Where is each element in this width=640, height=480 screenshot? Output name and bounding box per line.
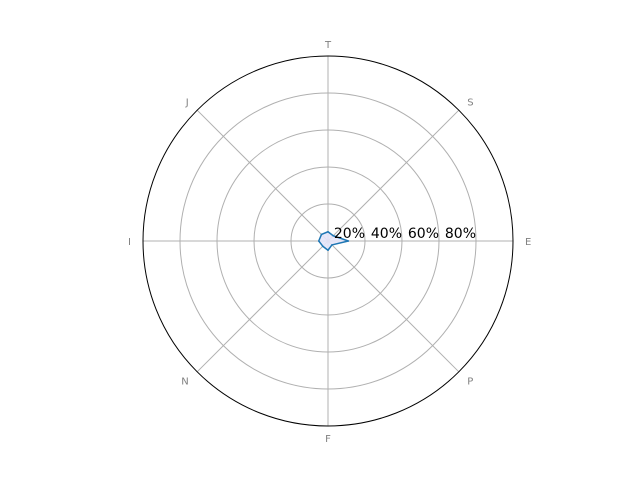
series-layer xyxy=(317,230,350,252)
category-label-N: N xyxy=(181,376,188,387)
data-point-T xyxy=(327,230,329,233)
data-point-S xyxy=(332,234,335,237)
category-label-P: P xyxy=(467,376,473,387)
radial-tick-label-20: 20% xyxy=(334,226,365,242)
category-label-J: J xyxy=(185,98,189,109)
category-label-I: I xyxy=(128,237,131,248)
series-area-0 xyxy=(318,231,349,251)
radial-tick-labels: 20% 40% 60% 80% xyxy=(334,226,476,242)
data-point-P xyxy=(331,244,333,246)
radial-tick-label-80: 80% xyxy=(445,226,476,242)
radial-tick-label-40: 40% xyxy=(371,226,402,242)
category-label-T: T xyxy=(324,40,332,51)
radial-tick-label-60: 60% xyxy=(408,226,439,242)
data-point-F xyxy=(327,249,329,252)
grid-layer xyxy=(142,55,514,427)
polar-frame xyxy=(142,55,514,427)
spoke-P xyxy=(327,240,460,373)
data-point-I xyxy=(317,240,320,242)
spoke-S xyxy=(327,109,460,242)
category-labels: E S T J I N F P xyxy=(128,40,531,445)
category-label-E: E xyxy=(525,237,531,248)
data-point-N xyxy=(321,245,324,248)
data-point-E xyxy=(347,240,350,242)
spoke-J xyxy=(196,109,329,242)
data-point-J xyxy=(320,233,323,236)
spoke-N xyxy=(196,240,329,373)
category-label-F: F xyxy=(325,434,331,445)
category-label-S: S xyxy=(467,98,473,109)
